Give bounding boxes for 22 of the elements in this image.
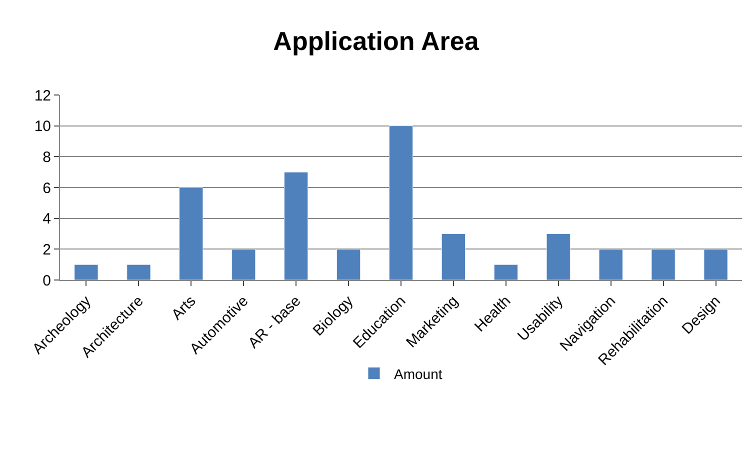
bar (232, 248, 256, 280)
bar (546, 234, 570, 280)
bar (284, 172, 308, 280)
bar (704, 248, 728, 280)
bar (179, 187, 204, 280)
legend-label: Amount (394, 366, 442, 382)
y-tick-label: 0 (42, 272, 51, 290)
bar (441, 234, 466, 280)
bar (126, 264, 151, 280)
y-tick-label: 12 (34, 87, 51, 104)
y-tick-label: 10 (34, 118, 51, 136)
bar (651, 248, 676, 280)
bar (388, 126, 414, 280)
chart-title: Application Area (273, 26, 480, 56)
y-tick-label: 8 (42, 148, 51, 166)
y-tick-label: 4 (42, 210, 51, 228)
y-tick-label: 2 (42, 241, 51, 258)
bar (336, 248, 361, 280)
bar (494, 264, 518, 280)
bar (74, 264, 98, 280)
y-tick-label: 6 (42, 180, 51, 197)
bar (598, 248, 623, 280)
